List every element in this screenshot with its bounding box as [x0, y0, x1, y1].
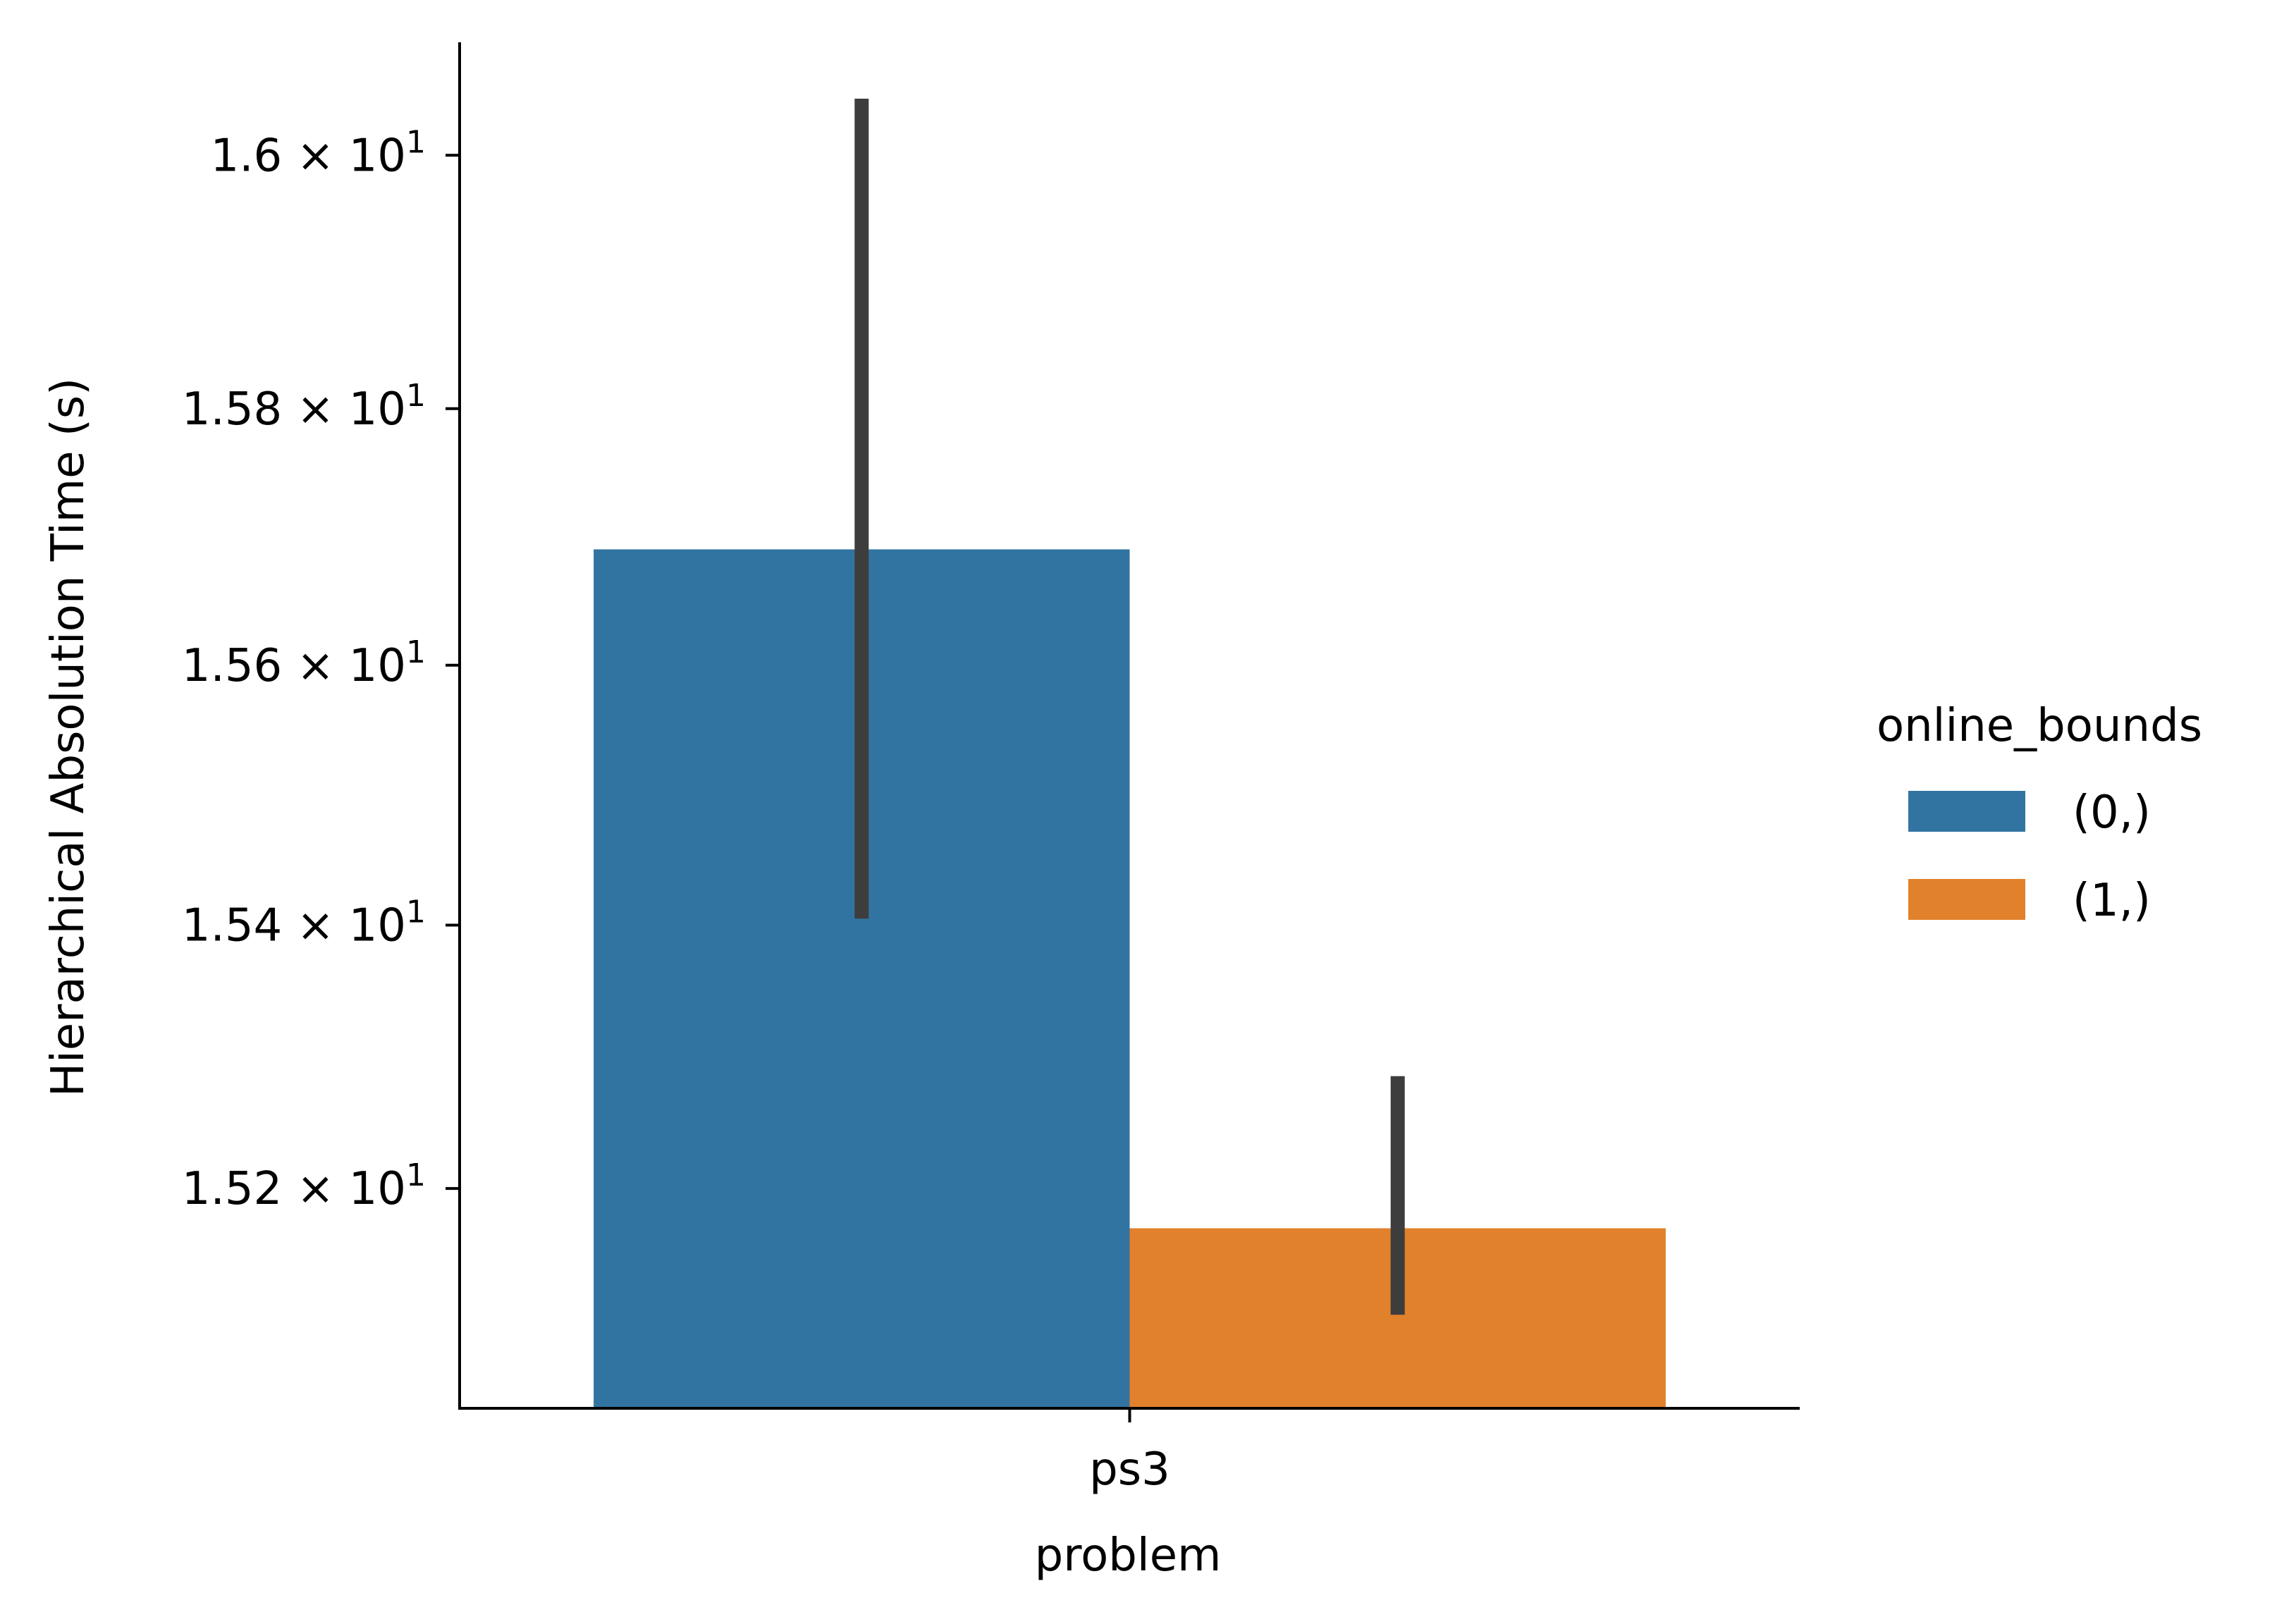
legend-items: (0,) (1,): [1908, 787, 2151, 927]
legend-label-0: (0,): [2073, 787, 2151, 839]
y-tick-label: 1.54 × 101: [182, 894, 426, 952]
x-axis-label: problem: [1035, 1530, 1222, 1582]
y-tick-label: 1.58 × 101: [182, 378, 426, 436]
legend-swatch-0: [1908, 791, 2025, 832]
bars-layer: [594, 549, 1666, 1408]
y-ticks-layer: 1.52 × 101 1.54 × 101 1.56 × 101 1.58 × 101…: [182, 124, 460, 1215]
y-tick-label: 1.56 × 101: [182, 634, 426, 692]
x-tick-label: ps3: [1089, 1444, 1170, 1496]
x-ticks-layer: ps3: [1089, 1408, 1170, 1496]
legend: online_bounds (0,) (1,): [1877, 700, 2202, 927]
y-tick-label: 1.52 × 101: [182, 1157, 426, 1215]
legend-title: online_bounds: [1877, 700, 2202, 752]
legend-swatch-1: [1908, 879, 2025, 920]
y-axis-label: Hierarchical Absolution Time (s): [42, 378, 94, 1097]
legend-label-1: (1,): [2073, 875, 2151, 927]
error-bars-layer: [854, 99, 1405, 1315]
y-tick-label: 1.6 × 101: [210, 124, 426, 182]
